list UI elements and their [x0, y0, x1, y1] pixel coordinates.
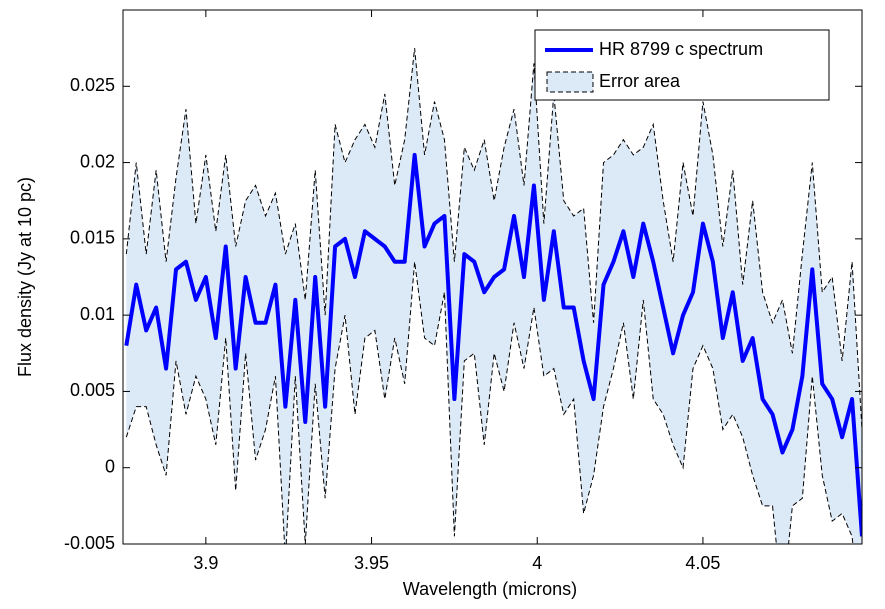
y-tick-label: 0.015 — [70, 228, 115, 248]
x-tick-label: 3.9 — [193, 553, 218, 573]
y-tick-label: -0.005 — [64, 533, 115, 553]
y-tick-label: 0.01 — [80, 304, 115, 324]
legend-label: HR 8799 c spectrum — [599, 39, 763, 59]
y-tick-label: 0 — [105, 456, 115, 476]
error-lower — [125, 261, 854, 544]
x-axis-label: Wavelength (microns) — [403, 579, 577, 599]
y-tick-label: 0.02 — [80, 151, 115, 171]
x-tick-label: 4.05 — [685, 553, 720, 573]
y-axis-label: Flux density (Jy at 10 pc) — [15, 177, 35, 377]
x-tick-label: 3.95 — [354, 553, 389, 573]
y-tick-label: 0.025 — [70, 75, 115, 95]
legend-swatch — [546, 71, 594, 93]
axes: -0.005 0 0.005 0.01 0.015 0.02 0.025 3.9 3.95 4 4.… — [64, 10, 862, 573]
plot-area — [124, 48, 862, 544]
y-tick-label: 0.005 — [70, 380, 115, 400]
legend: HR 8799 c spectrum Error area — [534, 29, 830, 101]
axes-box — [122, 9, 863, 545]
error-area — [126, 48, 862, 544]
x-tick-label: 4 — [532, 553, 542, 573]
spectrum-line — [124, 152, 862, 537]
legend-label: Error area — [599, 71, 681, 91]
